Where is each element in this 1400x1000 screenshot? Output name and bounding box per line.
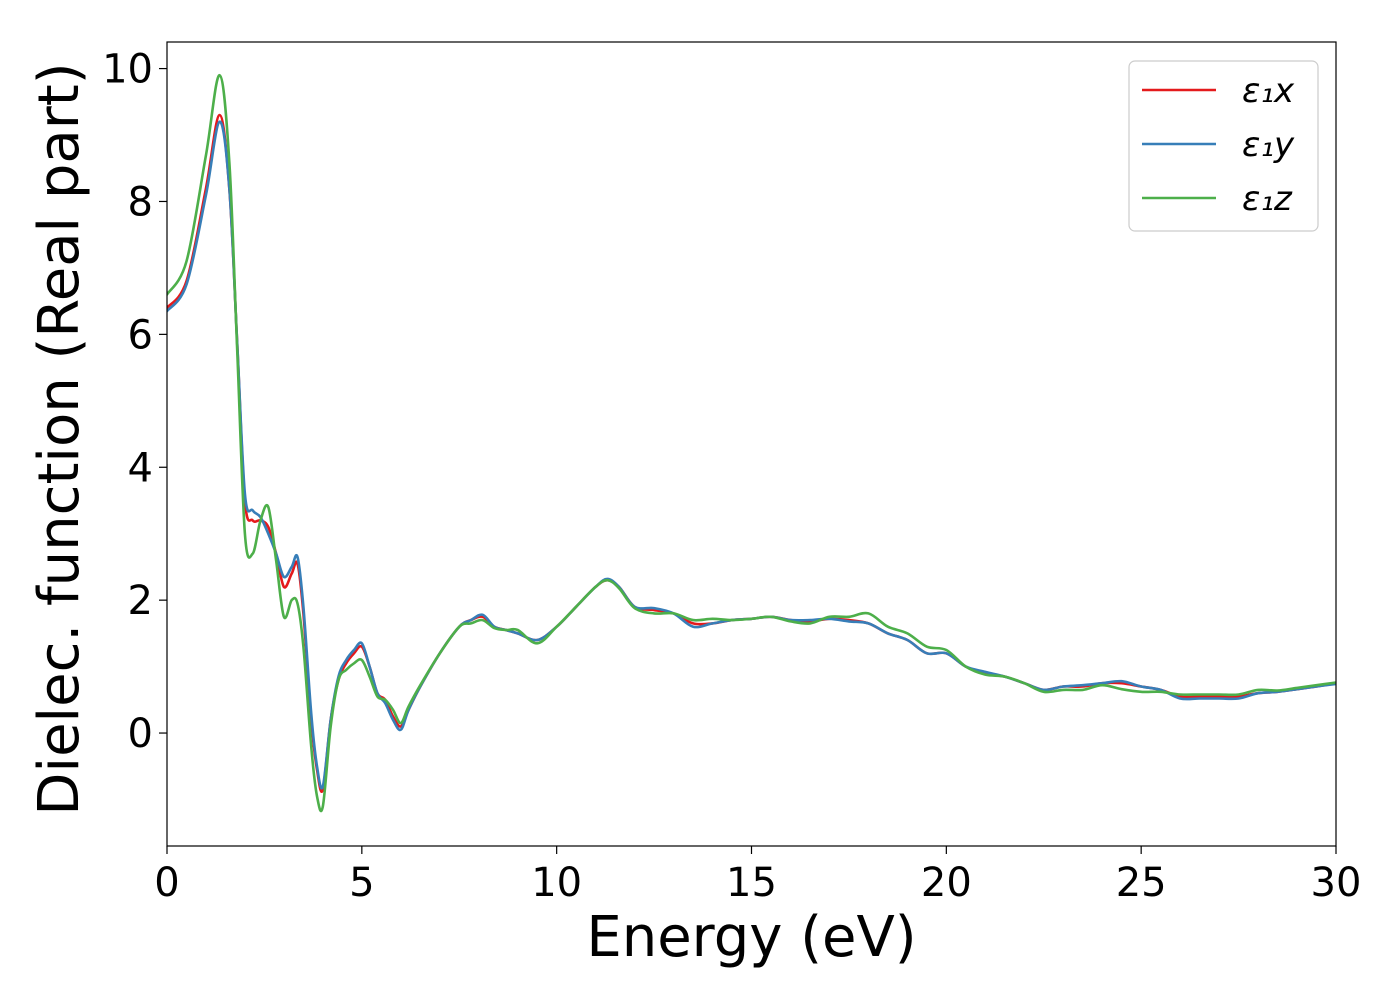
x-tick-label: 25 [1116, 860, 1167, 906]
x-tick-label: 15 [726, 860, 777, 906]
x-tick-label: 5 [349, 860, 374, 906]
x-tick-label: 0 [154, 860, 179, 906]
x-tick-label: 20 [921, 860, 972, 906]
y-tick-label: 0 [128, 711, 153, 757]
y-axis-label: Dielec. function (Real part) [27, 62, 92, 815]
series-lines [167, 73, 1336, 813]
y-tick-label: 10 [102, 47, 153, 93]
legend-label: ε₁y [1242, 125, 1295, 165]
x-tick-label: 10 [531, 860, 582, 906]
legend: ε₁x ε₁y ε₁z [1128, 60, 1319, 232]
x-tick-label: 30 [1311, 860, 1362, 906]
x-axis-label: Energy (eV) [586, 905, 916, 970]
legend-box [1128, 60, 1319, 232]
series-line-3 [167, 73, 1336, 813]
axis-ticks: 0 5 10 15 20 25 30 0 2 4 6 8 10 [102, 47, 1361, 906]
y-tick-label: 8 [128, 179, 153, 225]
legend-label: ε₁z [1242, 179, 1293, 219]
y-tick-label: 4 [128, 445, 153, 491]
legend-label: ε₁x [1242, 71, 1295, 111]
y-tick-label: 2 [128, 578, 153, 624]
y-tick-label: 6 [128, 312, 153, 358]
